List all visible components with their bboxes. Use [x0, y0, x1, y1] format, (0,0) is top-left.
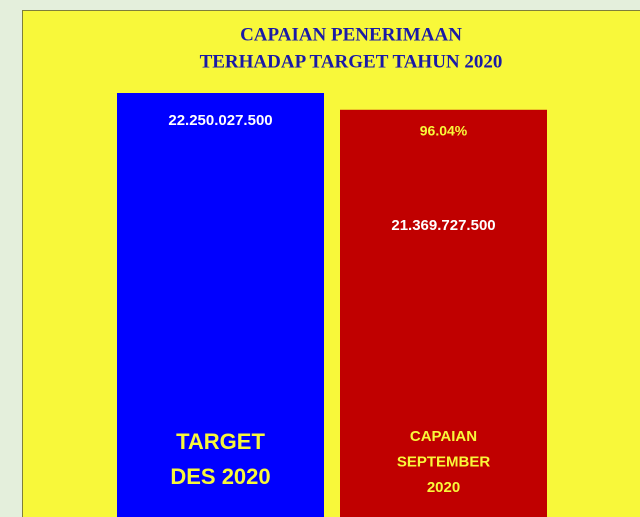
- annotation: 96.04%: [420, 123, 468, 139]
- value-label: 21.369.727.500: [391, 217, 495, 234]
- category-label: CAPAIAN SEPTEMBER 2020: [397, 428, 491, 496]
- value-label: 22.250.027.500: [168, 112, 272, 129]
- chart-title: TERHADAP TARGET TAHUN 2020: [200, 51, 503, 72]
- bar: [117, 93, 324, 517]
- bar: [340, 109, 547, 517]
- chart-title: CAPAIAN PENERIMAAN: [240, 24, 462, 45]
- chart-area: [22, 10, 640, 517]
- category-label: TARGET DES 2020: [170, 429, 270, 489]
